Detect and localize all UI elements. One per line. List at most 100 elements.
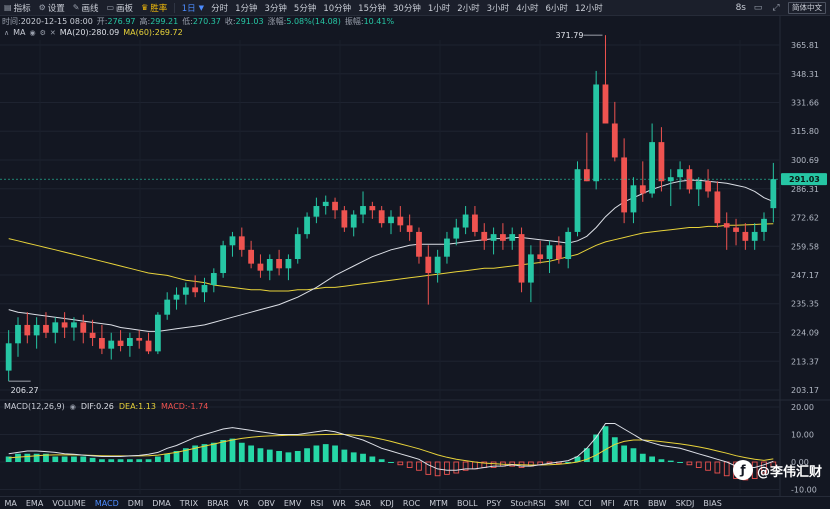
indicator-tab-rsi[interactable]: RSI (310, 498, 324, 508)
candle-body (611, 123, 618, 158)
draw-line-button[interactable]: ✎ 画线 (69, 0, 103, 15)
macd-hist-bar (630, 448, 637, 462)
indicator-tab-cci[interactable]: CCI (578, 498, 592, 508)
candle-body (658, 142, 665, 182)
indicator-tab-sar[interactable]: SAR (354, 498, 372, 508)
macd-hist-bar (294, 451, 301, 462)
indicator-tab-obv[interactable]: OBV (257, 498, 275, 508)
indicator-tab-trix[interactable]: TRIX (179, 498, 199, 508)
canvas-button[interactable]: ▭ 画板 (102, 0, 137, 15)
indicator-tab-bias[interactable]: BIAS (703, 498, 722, 508)
indicator-tab-macd[interactable]: MACD (94, 498, 119, 508)
timeframe-tab[interactable]: 5分钟 (293, 3, 317, 14)
timeframe-tab[interactable]: 1分钟 (235, 3, 258, 14)
indicator-tabs: MA EMA VOLUME MACD DMI DMA TRIX BRAR VR OBV EMV RSI… (0, 496, 830, 509)
settings-button[interactable]: ⚙ 设置 (35, 0, 69, 15)
indicator-tab-dmi[interactable]: DMI (127, 498, 144, 508)
collapse-chevron-icon[interactable]: ∧ (4, 28, 10, 37)
timeframe-tab[interactable]: 6小时 (545, 3, 568, 14)
indicator-tab-psy[interactable]: PSY (486, 498, 502, 508)
indicator-tab-brar[interactable]: BRAR (207, 498, 229, 508)
refresh-interval[interactable]: 8s (735, 2, 746, 13)
indicator-tab-dma[interactable]: DMA (152, 498, 171, 508)
timeframe-tab[interactable]: 12小时 (574, 3, 603, 14)
macd-tick-label: 0.00 (791, 458, 809, 467)
indicator-tab-roc[interactable]: ROC (402, 498, 421, 508)
timeframe-tab[interactable]: 分时 (211, 3, 229, 14)
eye-icon[interactable]: ◉ (29, 28, 36, 37)
candle-body (304, 216, 310, 235)
candle-body (434, 256, 441, 274)
indicator-tab-atr[interactable]: ATR (623, 498, 639, 508)
candle-body (24, 324, 31, 336)
window-icon[interactable]: ▭ (753, 2, 763, 13)
ma-legend-name[interactable]: MA (13, 28, 26, 37)
candle-body (276, 259, 282, 269)
timeframe-tab[interactable]: 15分钟 (358, 3, 386, 14)
eye-icon[interactable]: ◉ (69, 402, 76, 411)
indicator-tab-mfi[interactable]: MFI (600, 498, 615, 508)
candle-body (71, 322, 77, 328)
indicator-tab-volume[interactable]: VOLUME (52, 498, 86, 508)
macd-hist-bar (285, 452, 292, 462)
candle-body (285, 259, 292, 269)
indicator-tab-ema[interactable]: EMA (25, 498, 44, 508)
price-tick-label: 365.81 (791, 41, 819, 50)
win-rate-button[interactable]: ♛ 胜率 (137, 0, 171, 15)
macd-hist-bar (145, 459, 152, 462)
indicator-tab-bbw[interactable]: BBW (647, 498, 667, 508)
language-button[interactable]: 简体中文 (788, 1, 826, 14)
macd-hist-bar (192, 445, 199, 462)
ma20-value: MA(20):280.09 (59, 28, 120, 37)
candle-body (416, 231, 422, 257)
timeframe-tab[interactable]: 1小时 (427, 3, 451, 14)
indicator-tab-emv[interactable]: EMV (283, 498, 302, 508)
indicator-tab-wr[interactable]: WR (332, 498, 346, 508)
indicator-tab-vr[interactable]: VR (237, 498, 249, 508)
candle-body (313, 206, 320, 217)
candle-body (388, 216, 394, 224)
macd-legend-name[interactable]: MACD(12,26,9) (4, 402, 65, 411)
timeframe-dropdown[interactable]: 1日 ▼ (178, 0, 207, 15)
macd-hist-bar (238, 442, 245, 462)
candle-body (695, 181, 702, 190)
timeframe-tab[interactable]: 30分钟 (393, 3, 421, 14)
indicator-tab-ma[interactable]: MA (4, 498, 17, 508)
timeframe-tab[interactable]: 10分钟 (323, 3, 352, 14)
candle-body (80, 322, 87, 333)
close-icon[interactable]: ✕ (49, 28, 56, 37)
indicator-button[interactable]: ▤ 指标 (0, 0, 35, 15)
candle-body (490, 234, 497, 241)
candle-body (52, 322, 59, 333)
timeframe-tab[interactable]: 2小时 (457, 3, 480, 14)
gear-icon[interactable]: ⚙ (39, 28, 46, 37)
open-value: 开:276.97 (96, 17, 136, 26)
macd-hist-bar (397, 461, 404, 466)
indicator-tab-mtm[interactable]: MTM (429, 498, 448, 508)
indicator-tab-kdj[interactable]: KDJ (380, 498, 394, 508)
macd-hist-bar (341, 449, 348, 462)
candle-body (210, 273, 217, 285)
macd-hist-bar (695, 461, 702, 468)
indicator-tab-stochrsi[interactable]: StochRSI (510, 498, 546, 508)
candle-body (350, 214, 357, 228)
ma60-line (8, 223, 774, 292)
timeframe-tab[interactable]: 4小时 (516, 3, 539, 14)
candle-body (5, 343, 12, 371)
indicator-tab-smi[interactable]: SMI (554, 498, 570, 508)
fullscreen-icon[interactable]: ⤢ (772, 2, 780, 13)
timeframe-tab[interactable]: 3分钟 (264, 3, 287, 14)
timeframe-tab[interactable]: 3小时 (486, 3, 510, 14)
candle-body (127, 338, 133, 346)
ohlc-readout: 时间:2020-12-15 08:00 开:276.97 高:299.21 低:… (0, 16, 830, 27)
macd-hist-bar (621, 445, 628, 462)
price-tick-label: 259.58 (791, 242, 819, 251)
candle-body (248, 249, 255, 264)
indicator-tab-skdj[interactable]: SKDJ (675, 498, 695, 508)
timeframe-active-label: 1日 (181, 3, 196, 14)
price-tick-label: 300.69 (791, 156, 819, 165)
candle-body (621, 157, 628, 213)
indicator-tab-boll[interactable]: BOLL (456, 498, 478, 508)
macd-hist-bar (182, 448, 189, 462)
